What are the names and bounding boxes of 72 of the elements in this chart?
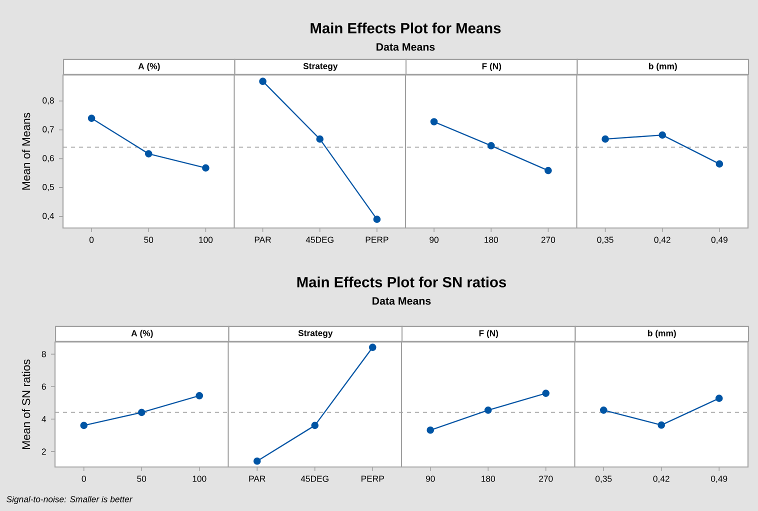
y-tick-label: 8	[42, 351, 46, 358]
y-tick-label: 0,4	[42, 212, 54, 220]
point	[316, 135, 324, 143]
point	[373, 216, 381, 223]
text: b (mm)	[648, 330, 676, 338]
point	[88, 114, 96, 122]
point	[311, 422, 319, 430]
y-axis-title: Mean of SN ratios	[22, 360, 30, 449]
chart-title: Main Effects Plot for Means	[310, 22, 501, 34]
point	[544, 166, 552, 174]
chart-subtitle: Data Means	[376, 43, 435, 51]
x-tick-label: 50	[137, 476, 146, 482]
text: b (mm)	[649, 62, 677, 71]
y-tick-label: 2	[42, 448, 46, 455]
x-tick-label: 0,49	[711, 236, 728, 244]
y-tick-label: 0,5	[42, 184, 54, 192]
y-tick-label: 0,7	[42, 126, 54, 134]
point	[716, 160, 724, 168]
point	[715, 394, 723, 402]
x-tick-label: 0,42	[654, 236, 670, 244]
point	[259, 78, 266, 86]
point	[600, 406, 608, 414]
x-tick-label: 90	[430, 236, 439, 243]
point	[138, 408, 146, 416]
text: A (%)	[131, 330, 153, 338]
x-tick-label: PERP	[366, 236, 388, 243]
point	[602, 135, 609, 143]
x-tick-label: 45DEG	[300, 476, 328, 482]
text: A (%)	[138, 62, 160, 71]
y-axis-title: Mean of Means	[22, 112, 30, 190]
point	[80, 422, 88, 430]
point	[202, 164, 210, 172]
y-tick-label: 6	[42, 384, 46, 390]
x-tick-label: 270	[541, 236, 556, 243]
text: Strategy	[303, 63, 338, 71]
point	[484, 406, 492, 414]
point	[368, 344, 376, 352]
y-tick-label: 0,8	[42, 97, 54, 105]
point	[144, 150, 152, 158]
point	[196, 392, 204, 400]
y-tick-label: 0,6	[42, 155, 54, 162]
point	[658, 131, 666, 139]
point	[430, 118, 438, 126]
y-tick-label: 4	[42, 416, 46, 422]
point	[487, 142, 495, 150]
x-tick-label: 100	[192, 476, 206, 482]
text: Signal-to-noise: Smaller is better	[6, 496, 133, 504]
chart-title: Main Effects Plot for SN ratios	[297, 276, 506, 288]
x-tick-label: 180	[484, 236, 498, 243]
x-tick-label: 0	[82, 476, 86, 482]
x-tick-label: 270	[539, 476, 553, 482]
x-tick-label: PAR	[254, 236, 271, 243]
point	[253, 457, 261, 465]
x-tick-label: 0,35	[596, 476, 612, 483]
x-tick-label: 100	[199, 236, 213, 243]
x-tick-label: 0	[89, 236, 94, 243]
text: F (N)	[479, 330, 498, 338]
x-tick-label: 0,42	[653, 476, 670, 483]
text: Strategy	[298, 330, 333, 338]
x-tick-label: PAR	[249, 476, 266, 482]
chart-subtitle: Data Means	[372, 297, 431, 305]
x-tick-label: PERP	[362, 476, 384, 482]
x-tick-label: 180	[482, 476, 496, 482]
point	[542, 390, 550, 397]
x-tick-label: 50	[144, 236, 154, 243]
x-tick-label: 0,49	[711, 476, 728, 483]
x-tick-label: 45DEG	[306, 236, 334, 243]
point	[426, 426, 434, 434]
point	[658, 421, 666, 429]
text: F (N)	[482, 62, 502, 71]
x-tick-label: 90	[426, 476, 435, 482]
x-tick-label: 0,35	[597, 236, 614, 244]
